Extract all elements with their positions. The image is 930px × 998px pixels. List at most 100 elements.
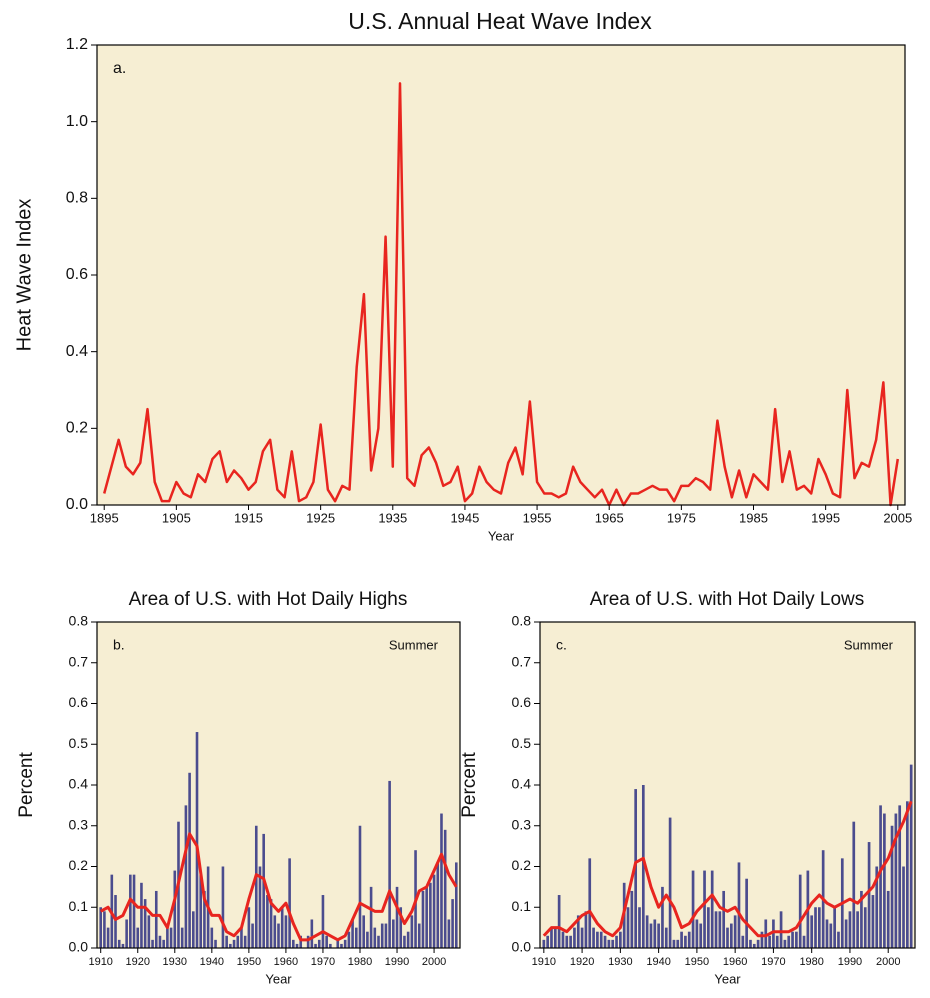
bar <box>136 927 140 948</box>
y-tick-label: 0.0 <box>66 496 88 513</box>
bar <box>103 911 106 948</box>
bar <box>802 935 806 948</box>
bar <box>317 939 321 948</box>
bar <box>343 939 347 948</box>
annotation: Summer <box>389 637 439 652</box>
x-tick-label: 1935 <box>378 510 407 525</box>
bar <box>232 939 236 948</box>
x-tick-label: 1960 <box>723 956 747 968</box>
bar <box>668 817 672 948</box>
bar <box>240 927 243 948</box>
y-axis-label: Heat Wave Index <box>13 199 35 352</box>
x-tick-label: 1910 <box>88 956 112 968</box>
plot-background <box>97 622 460 948</box>
bar <box>143 899 147 948</box>
bar <box>699 923 703 948</box>
x-tick-label: 1920 <box>570 956 594 968</box>
x-tick-label: 1920 <box>126 956 150 968</box>
bar <box>783 939 787 948</box>
bar <box>886 890 890 948</box>
plot-frame <box>96 621 461 949</box>
bar <box>729 923 733 948</box>
x-tick-label: 1950 <box>685 956 709 968</box>
y-tick-label: 0.4 <box>512 776 532 792</box>
bar <box>657 923 660 948</box>
bar <box>787 935 791 948</box>
bar <box>603 935 607 948</box>
bar <box>362 915 365 948</box>
bar <box>373 927 377 948</box>
bar <box>132 874 136 948</box>
bar <box>451 899 454 948</box>
bar <box>745 878 748 948</box>
bar <box>117 939 121 948</box>
bar <box>879 805 882 948</box>
bar <box>443 829 447 948</box>
bar <box>676 939 680 948</box>
bar <box>860 890 863 948</box>
bar <box>321 895 325 948</box>
bar <box>883 813 886 948</box>
x-tick-label: 1915 <box>234 510 263 525</box>
bar <box>158 935 162 948</box>
bar <box>410 915 414 948</box>
bar <box>565 935 569 948</box>
bar <box>421 890 425 948</box>
bar <box>672 939 676 948</box>
bar <box>615 935 618 948</box>
plot-background <box>540 622 915 948</box>
x-tick-label: 1990 <box>385 956 409 968</box>
y-tick-label: 0.4 <box>69 776 89 792</box>
bar <box>169 927 173 948</box>
annotation: Summer <box>844 637 894 652</box>
bar <box>258 866 262 948</box>
bar <box>288 858 291 948</box>
bar <box>553 927 557 948</box>
x-tick-label: 1990 <box>838 956 862 968</box>
x-tick-label: 1895 <box>90 510 119 525</box>
line <box>103 82 900 507</box>
bar <box>561 931 565 948</box>
bar <box>749 939 752 948</box>
bar <box>295 943 299 948</box>
bar <box>284 915 288 948</box>
bar <box>546 935 549 948</box>
x-tick-label: 1905 <box>162 510 191 525</box>
bar <box>619 931 622 948</box>
bar <box>180 927 184 948</box>
bar <box>664 927 668 948</box>
bar <box>867 842 871 948</box>
bar <box>695 919 699 948</box>
bar <box>741 935 745 948</box>
bar <box>906 801 909 948</box>
y-tick-label: 0.2 <box>66 420 88 437</box>
bar <box>611 939 615 948</box>
bar <box>661 886 664 948</box>
x-tick-label: 1980 <box>799 956 823 968</box>
bar <box>354 927 358 948</box>
bar <box>225 935 228 948</box>
x-tick-label: 1950 <box>237 956 261 968</box>
x-axis-label: Year <box>714 971 741 986</box>
bar <box>626 907 630 948</box>
x-tick-label: 2000 <box>876 956 900 968</box>
bar <box>871 895 875 948</box>
bar <box>377 935 380 948</box>
panel-label: a. <box>113 60 126 77</box>
bar <box>280 907 284 948</box>
x-tick-label: 1945 <box>450 510 479 525</box>
bar <box>718 911 722 948</box>
bar <box>106 927 110 948</box>
y-tick-label: 0.0 <box>69 939 89 955</box>
bar <box>440 813 443 948</box>
y-tick-label: 0.7 <box>512 653 532 669</box>
bar <box>890 825 894 948</box>
bar <box>584 911 588 948</box>
bar <box>576 915 580 948</box>
bar <box>653 919 657 948</box>
y-tick-label: 0.2 <box>69 857 89 873</box>
x-tick-label: 2000 <box>422 956 446 968</box>
bar <box>641 785 645 948</box>
bar <box>436 862 440 948</box>
line <box>542 800 913 938</box>
